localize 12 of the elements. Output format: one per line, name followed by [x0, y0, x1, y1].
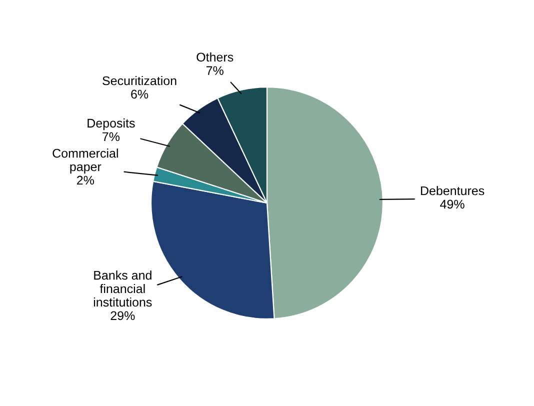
slice-label: Deposits [88, 118, 135, 130]
data-label: 49% [440, 200, 464, 209]
slice-label: Securitization [102, 76, 176, 86]
slice-label: Others [196, 52, 234, 62]
data-label: 7% [206, 66, 224, 75]
slice-label: Commercial paper [52, 148, 118, 174]
slice-label: Debentures [421, 186, 484, 196]
data-label: 2% [77, 176, 94, 185]
data-label: 7% [102, 132, 120, 142]
slice-label: Banks and financial institutions [94, 270, 152, 307]
data-label: 29% [110, 311, 135, 320]
data-label: 6% [131, 90, 148, 99]
